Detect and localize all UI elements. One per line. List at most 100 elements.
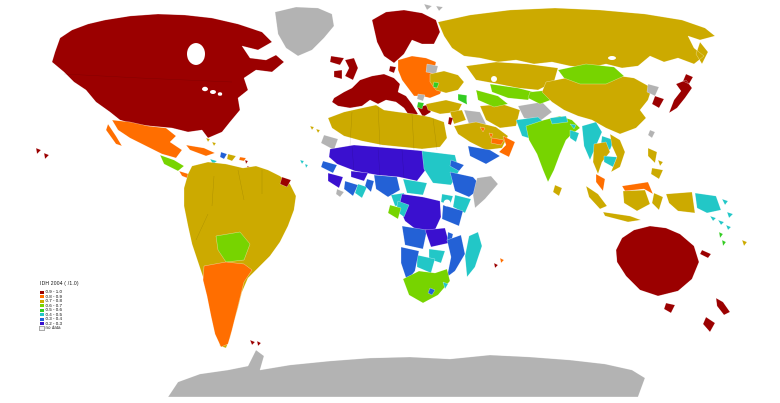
legend-item: 0.8 - 0.9 [40,294,79,299]
region-liberia [335,188,345,198]
region-moldova [432,81,440,89]
region-denmark [388,65,397,74]
region-dominican-republic [226,153,237,162]
border-us-canada [63,73,233,83]
region-sahel [328,144,428,182]
region-hawaii [35,147,50,160]
region-swaziland [442,281,449,290]
legend-item: 0.9 - 1.0 [40,289,79,295]
no-data-label: no data [45,325,61,331]
region-puerto-rico [238,156,247,162]
region-japan [668,73,694,114]
region-philippines [647,147,664,180]
lake-aral-sea [491,76,497,82]
region-mexico [105,119,183,159]
region-russia [437,7,716,69]
region-new-caledonia [699,249,712,259]
lake-baikal [608,56,616,60]
region-eritrea [449,159,465,172]
region-north-africa [327,104,448,150]
region-kuwait [479,126,486,133]
region-bolivia [215,231,251,263]
region-mongolia [557,63,625,85]
region-south-africa [402,268,451,304]
region-australia [615,225,700,297]
legend-label: 0.6 - 0.7 [45,302,63,308]
legend-item-no-data: no data [39,325,79,331]
region-new-zealand [702,297,731,333]
legend-title: IDH 2004 ( /1.0) [40,281,79,287]
legend-label: 0.5 - 0.6 [45,307,63,313]
region-reunion [493,262,499,269]
region-chile-argentina [202,261,253,348]
region-canary-islands [309,125,321,134]
region-thailand [592,141,611,175]
legend-label: 0.8 - 0.9 [45,293,63,299]
lake-great-lakes [217,92,223,96]
lake-caspian-sea [466,87,478,111]
region-lesotho [427,287,436,296]
region-serbia [416,93,426,102]
region-madagascar [464,231,483,278]
region-cuba [185,144,216,157]
legend-label: 0.2 - 0.3 [45,320,63,326]
legend-item: 0.3 - 0.4 [40,316,79,322]
region-sudan [421,150,460,186]
legend-label: 0.9 - 1.0 [45,289,63,295]
region-benin-togo [364,178,375,193]
region-vanuatu [718,231,727,247]
region-western-europe [331,73,419,118]
region-haiti [219,151,228,160]
region-taiwan [647,129,656,139]
lake-great-lakes [210,90,216,94]
region-antarctica [167,349,646,398]
region-canada-usa [51,13,285,139]
region-uzbekistan [489,83,535,101]
legend-items: 0.9 - 1.0 0.8 - 0.9 0.7 - 0.8 0.6 - 0.7 0.5 … [40,289,79,326]
region-mozambique [446,234,466,278]
region-zambia [424,227,450,248]
region-angola [401,225,428,250]
region-cape-verde [299,159,309,169]
lake-great-lakes [202,86,208,92]
region-south-korea [651,95,665,109]
region-gabon [387,204,402,220]
region-central-african-republic [402,178,428,196]
region-jamaica [209,158,218,165]
legend-swatch [40,322,44,325]
region-western-sahara [320,134,339,151]
legend-item: 0.6 - 0.7 [40,303,79,308]
region-ghana [354,183,368,199]
region-bahamas [205,137,217,147]
region-french-guiana [279,176,292,188]
legend-label: 0.7 - 0.8 [45,298,63,304]
legend-item: 0.7 - 0.8 [40,298,79,304]
region-guinea [327,172,344,189]
legend-item: 0.4 - 0.5 [40,312,79,317]
legend-swatch [40,299,44,303]
region-yemen [467,145,501,165]
region-somalia [472,175,499,209]
border-north-africa [349,105,438,151]
region-tasmania [663,302,676,314]
region-ukraine [429,70,465,94]
border-south-america [195,169,263,241]
region-nepal-bhutan [549,115,577,130]
region-tanzania [441,204,464,227]
legend-swatch [40,313,44,316]
region-syria-jordan [449,109,467,125]
lake-hudson-bay [187,43,205,65]
region-bangladesh [569,129,580,143]
legend-label: 0.3 - 0.4 [45,316,63,322]
region-oman [498,135,516,158]
landmasses [35,3,748,398]
region-mauritius [499,257,505,264]
lake-victoria [443,199,451,207]
region-ireland [333,69,343,80]
no-data-swatch [39,325,45,331]
legend-swatch [40,304,44,307]
region-uae-qatar [488,132,505,146]
region-senegal [320,160,338,174]
